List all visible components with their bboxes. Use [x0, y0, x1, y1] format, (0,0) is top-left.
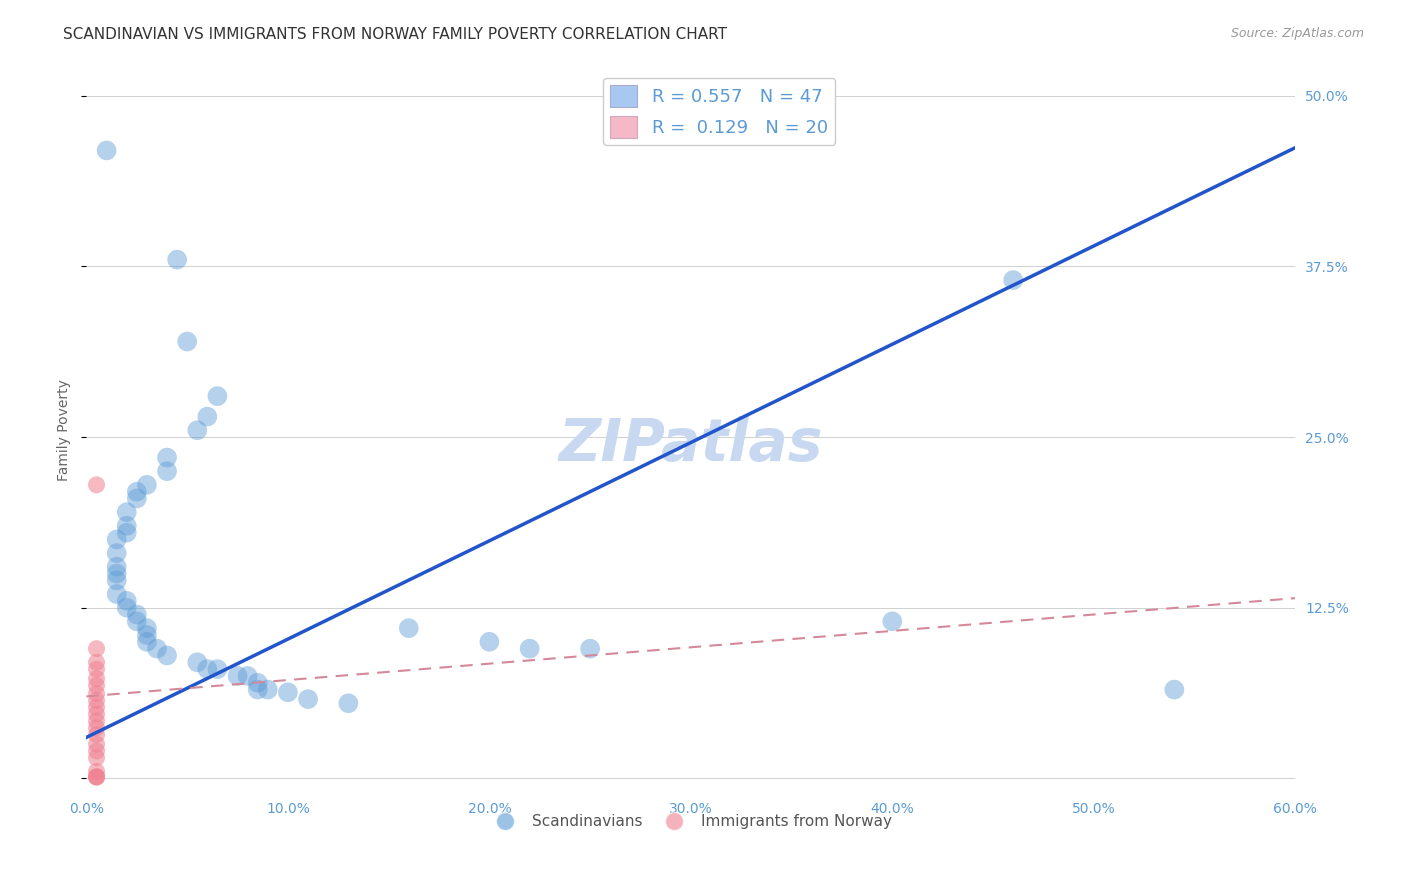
Point	[86, 764, 108, 779]
Point	[246, 675, 269, 690]
Point	[195, 409, 218, 424]
Point	[105, 559, 128, 574]
Point	[125, 484, 148, 499]
Text: SCANDINAVIAN VS IMMIGRANTS FROM NORWAY FAMILY POVERTY CORRELATION CHART: SCANDINAVIAN VS IMMIGRANTS FROM NORWAY F…	[63, 27, 727, 42]
Point	[398, 621, 420, 635]
Point	[135, 635, 157, 649]
Point	[86, 662, 108, 676]
Point	[115, 594, 138, 608]
Point	[337, 696, 360, 710]
Point	[115, 525, 138, 540]
Point	[86, 737, 108, 751]
Point	[156, 450, 179, 465]
Point	[297, 692, 319, 706]
Point	[86, 641, 108, 656]
Point	[86, 700, 108, 714]
Point	[156, 648, 179, 663]
Point	[579, 641, 602, 656]
Point	[86, 672, 108, 686]
Point	[125, 607, 148, 622]
Point	[186, 655, 208, 669]
Point	[125, 491, 148, 506]
Point	[86, 770, 108, 784]
Point	[186, 423, 208, 437]
Text: ZIPatlas: ZIPatlas	[558, 417, 823, 474]
Point	[1002, 273, 1025, 287]
Point	[105, 566, 128, 581]
Point	[135, 478, 157, 492]
Point	[86, 693, 108, 707]
Point	[86, 714, 108, 728]
Point	[115, 600, 138, 615]
Point	[207, 662, 229, 676]
Point	[176, 334, 198, 349]
Text: Source: ZipAtlas.com: Source: ZipAtlas.com	[1230, 27, 1364, 40]
Point	[135, 621, 157, 635]
Point	[86, 707, 108, 722]
Point	[207, 389, 229, 403]
Point	[86, 687, 108, 701]
Point	[146, 641, 169, 656]
Point	[882, 615, 904, 629]
Point	[86, 770, 108, 784]
Point	[115, 518, 138, 533]
Point	[86, 678, 108, 692]
Point	[105, 574, 128, 588]
Point	[195, 662, 218, 676]
Point	[277, 685, 299, 699]
Point	[86, 751, 108, 765]
Point	[519, 641, 541, 656]
Y-axis label: Family Poverty: Family Poverty	[58, 379, 72, 481]
Point	[86, 728, 108, 742]
Point	[86, 655, 108, 669]
Point	[105, 533, 128, 547]
Point	[135, 628, 157, 642]
Point	[166, 252, 188, 267]
Point	[246, 682, 269, 697]
Point	[1163, 682, 1185, 697]
Point	[236, 669, 259, 683]
Point	[125, 615, 148, 629]
Point	[86, 478, 108, 492]
Point	[115, 505, 138, 519]
Point	[105, 546, 128, 560]
Point	[256, 682, 278, 697]
Point	[96, 144, 118, 158]
Legend: Scandinavians, Immigrants from Norway: Scandinavians, Immigrants from Norway	[484, 808, 898, 835]
Point	[156, 464, 179, 478]
Point	[86, 744, 108, 758]
Point	[478, 635, 501, 649]
Point	[105, 587, 128, 601]
Point	[86, 770, 108, 784]
Point	[226, 669, 249, 683]
Point	[86, 721, 108, 735]
